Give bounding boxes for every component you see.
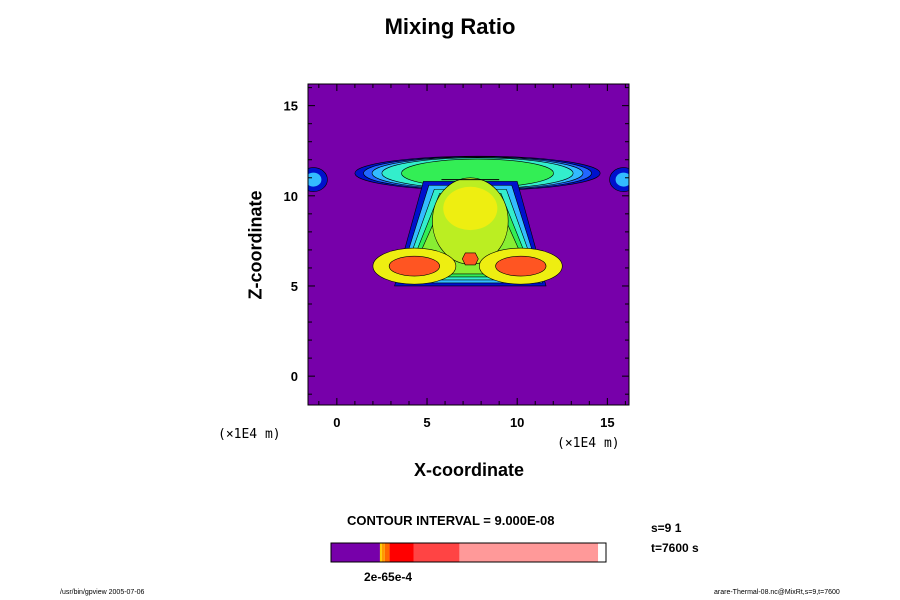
colorbar-segment-1 (379, 543, 382, 562)
plot-layer (308, 84, 629, 405)
colorbar-segment-4 (389, 543, 414, 562)
colorbar-segment-3 (384, 543, 390, 562)
core-inner (443, 186, 498, 231)
colorbar-segment-0 (331, 543, 380, 562)
colorbar-segment-5 (413, 543, 460, 562)
x-tick-label: 10 (510, 415, 524, 430)
y-tick-label: 15 (284, 99, 298, 114)
lobe-left-orange (388, 255, 440, 277)
x-tick-label: 15 (600, 415, 614, 430)
y-axis-label: Z-coordinate (245, 190, 266, 300)
lobe-right-orange (495, 255, 547, 277)
x-axis-label: X-coordinate (413, 460, 524, 480)
y-tick-label: 0 (291, 369, 298, 384)
contour-interval-label: CONTOUR INTERVAL = 9.000E-08 (347, 513, 555, 528)
core-hexagon (461, 252, 479, 266)
footer-left: /usr/bin/gpview 2005-07-06 (60, 589, 145, 596)
info-s: s=9 1 (651, 521, 682, 535)
footer-right: arare-Thermal-08.nc@MixRt,s=9,t=7600 (714, 589, 840, 596)
colorbar-segment-2 (381, 543, 385, 562)
info-t: t=7600 s (651, 541, 699, 555)
chart-title: Mixing Ratio (384, 14, 516, 39)
colorbar-frame (330, 542, 607, 563)
edge-wisp-inner-1 (615, 172, 629, 187)
x-tick-label: 5 (423, 415, 430, 430)
x-unit-label: (×1E4 m) (218, 427, 281, 442)
plot-frame (307, 83, 630, 406)
colorbar-segment-6 (459, 543, 599, 562)
colorbar-label: 2e-65e-4 (364, 570, 413, 584)
y-tick-label: 10 (284, 189, 298, 204)
x-tick-label: 0 (333, 415, 340, 430)
edge-wisp-inner-0 (308, 172, 322, 187)
z-unit-label: (×1E4 m) (557, 436, 620, 451)
y-tick-label: 5 (291, 279, 298, 294)
